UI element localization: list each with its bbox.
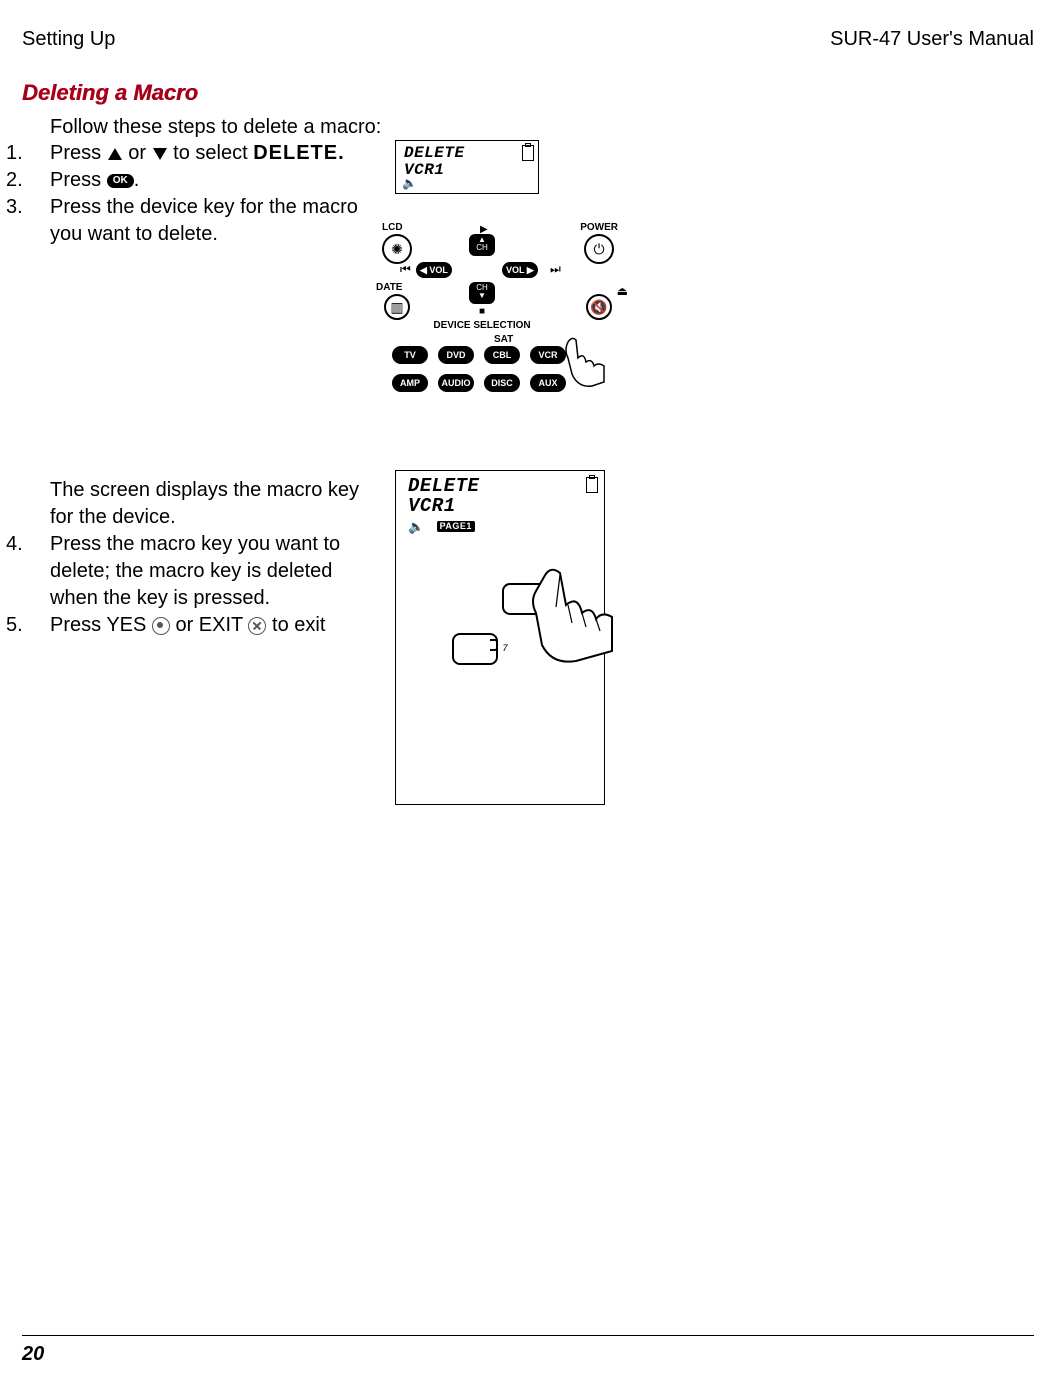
dev-amp: AMP	[392, 374, 428, 392]
sat-label: SAT	[494, 334, 513, 345]
dev-cbl: CBL	[484, 346, 520, 364]
power-label: POWER	[580, 222, 618, 233]
lcd-big-line2: VCR1	[408, 497, 596, 517]
footer-line	[22, 1335, 1034, 1336]
step-1: 1. Press or to select DELETE.	[0, 140, 365, 167]
lcd-line1: DELETE	[404, 145, 532, 162]
page-pill: PAGE1	[437, 521, 475, 532]
arrow-down-icon	[152, 147, 168, 161]
intro-text: Follow these steps to delete a macro:	[50, 116, 381, 139]
speaker-icon: 🔈	[402, 178, 417, 191]
step-5: 5. Press YES or EXIT to exit	[0, 612, 365, 639]
step-num: 3.	[0, 194, 50, 221]
remote-figure: LCD POWER ✺ ⏻ ▶ ▲CH ◀ VOL VOL ▶ ⏮ ⏭ DATE…	[372, 216, 632, 436]
step-3: 3. Press the device key for the macro yo…	[0, 194, 365, 248]
lcd-big-figure: DELETE VCR1 🔈 PAGE1 5 7	[395, 470, 605, 805]
step-num: 1.	[0, 140, 50, 167]
header-right: SUR-47 User's Manual	[830, 28, 1034, 51]
lcd-label: LCD	[382, 222, 403, 233]
text: Press YES	[50, 614, 152, 636]
power-button: ⏻	[584, 234, 614, 264]
lcd-big-line1: DELETE	[408, 477, 596, 497]
speaker-icon: 🔈	[408, 520, 425, 535]
exit-icon	[248, 617, 266, 635]
text: Press the device key for the macro you w…	[50, 194, 365, 248]
step-num: 2.	[0, 167, 50, 194]
lcd-button: ✺	[382, 234, 412, 264]
page-number: 20	[22, 1343, 44, 1366]
text: or	[123, 142, 152, 164]
text: to exit	[266, 614, 325, 636]
ch-down-button: CH▼	[469, 282, 495, 304]
dev-disc: DISC	[484, 374, 520, 392]
vol-up-button: VOL ▶	[502, 262, 538, 278]
step-num: 5.	[0, 612, 50, 639]
steps-block-2: The screen displays the macro key for th…	[0, 477, 365, 639]
text: Press	[50, 169, 107, 191]
steps-block-1: 1. Press or to select DELETE. 2. Press O…	[0, 140, 365, 248]
soft-key-7: 7	[452, 633, 498, 665]
lcd-line2: VCR1	[404, 162, 532, 179]
delete-label: DELETE.	[253, 142, 344, 164]
section-title: Deleting a Macro	[22, 80, 198, 106]
dev-tv: TV	[392, 346, 428, 364]
battery-icon	[586, 477, 598, 493]
battery-icon	[522, 145, 534, 161]
between-text: The screen displays the macro key for th…	[50, 477, 365, 531]
text: .	[134, 169, 140, 191]
text: to select	[168, 142, 254, 164]
key-num: 7	[502, 644, 508, 655]
lcd-small-figure: DELETE VCR1 🔈	[395, 140, 539, 194]
date-button: ▥	[384, 294, 410, 320]
text: Press the macro key you want to delete; …	[50, 531, 365, 612]
prev-icon: ⏮	[400, 262, 411, 277]
finger-icon	[558, 332, 608, 392]
eject-icon: ⏏	[617, 284, 628, 298]
record-icon	[152, 617, 170, 635]
header-left: Setting Up	[22, 28, 115, 51]
vol-down-button: ◀ VOL	[416, 262, 452, 278]
step-2: 2. Press OK.	[0, 167, 365, 194]
dev-audio: AUDIO	[438, 374, 474, 392]
date-label: DATE	[376, 282, 402, 293]
next-icon: ⏭	[550, 262, 561, 277]
ok-icon: OK	[107, 174, 134, 188]
stop-icon: ■	[479, 306, 485, 317]
arrow-up-icon	[107, 147, 123, 161]
device-selection-label: DEVICE SELECTION	[352, 320, 612, 331]
dev-dvd: DVD	[438, 346, 474, 364]
between-text-row: The screen displays the macro key for th…	[0, 477, 365, 531]
ch-up-button: ▲CH	[469, 234, 495, 256]
mute-button: 🔇	[586, 294, 612, 320]
text: Press	[50, 142, 107, 164]
step-4: 4. Press the macro key you want to delet…	[0, 531, 365, 612]
step-num: 4.	[0, 531, 50, 558]
hand-icon	[516, 561, 616, 671]
text: or EXIT	[170, 614, 249, 636]
